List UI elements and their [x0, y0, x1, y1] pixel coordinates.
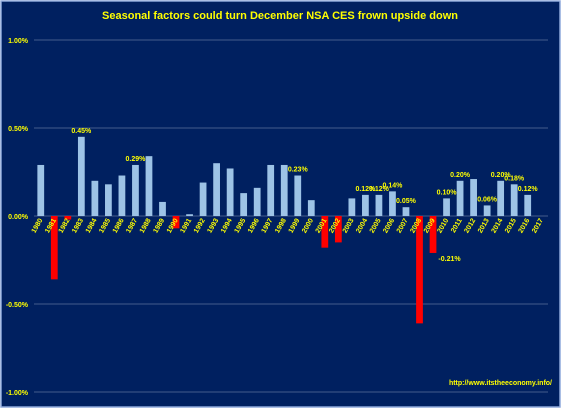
- bar-2000: [307, 200, 315, 216]
- data-label: 0.10%: [437, 189, 458, 196]
- bar-1987: [132, 164, 139, 216]
- bar-1995: [240, 193, 248, 216]
- bar-2001: [321, 216, 329, 248]
- y-tick-label: 0.00%: [8, 214, 29, 221]
- data-label: 0.45%: [71, 128, 92, 135]
- bar-2005: [375, 194, 383, 216]
- chart-title: Seasonal factors could turn December NSA…: [102, 10, 458, 22]
- bar-1993: [213, 163, 220, 216]
- bar-1996: [253, 187, 261, 216]
- bar-2002: [334, 216, 342, 243]
- bar-1984: [91, 180, 99, 216]
- bar-1983: [77, 136, 85, 216]
- y-tick-label: 0.50%: [8, 126, 29, 133]
- y-axis-ticks: 1.00% 0.50% 0.00% -0.50% -1.00%: [6, 38, 29, 397]
- data-label: 0.20%: [450, 172, 471, 179]
- bar-1980: [37, 164, 45, 216]
- source-url: http://www.itstheeconomy.info/: [449, 380, 552, 387]
- bar-1999: [294, 175, 302, 216]
- bar-1988: [145, 156, 153, 216]
- data-label: 0.14%: [383, 182, 404, 189]
- data-label: 0.06%: [477, 196, 498, 203]
- data-label: 0.05%: [396, 198, 417, 205]
- bars: [37, 136, 532, 324]
- bar-2015: [510, 184, 518, 216]
- bar-1998: [280, 164, 288, 216]
- bar-2010: [443, 198, 450, 216]
- bar-1989: [159, 201, 166, 216]
- bar-2007: [402, 207, 410, 216]
- data-label: 0.18%: [504, 175, 525, 182]
- data-label: 0.12%: [369, 186, 390, 193]
- bar-1991: [186, 214, 193, 216]
- bar-2014: [497, 180, 505, 216]
- bar-2003: [348, 198, 356, 216]
- data-label: 0.12%: [518, 186, 539, 193]
- bar-1997: [267, 164, 275, 216]
- bar-2012: [470, 179, 477, 216]
- data-label: 0.12%: [355, 186, 376, 193]
- bar-2013: [483, 205, 491, 216]
- bar-1992: [199, 182, 207, 216]
- y-tick-label: -0.50%: [6, 302, 29, 309]
- bar-2011: [456, 180, 464, 216]
- data-labels: 0.45%0.29%0.23%0.12%0.12%0.14%0.05%-0.21…: [71, 128, 538, 263]
- bar-2004: [362, 194, 369, 216]
- bar-2016: [524, 194, 532, 216]
- bar-1981: [50, 216, 58, 280]
- bar-2009: [429, 216, 437, 253]
- bar-1985: [105, 184, 112, 216]
- y-tick-label: -1.00%: [6, 390, 29, 397]
- data-label: 0.29%: [126, 156, 147, 163]
- bar-1982: [64, 216, 72, 220]
- bar-2006: [389, 191, 396, 216]
- bar-1990: [172, 216, 180, 229]
- bar-2008: [416, 216, 423, 324]
- bar-1994: [226, 168, 234, 216]
- data-label: 0.23%: [288, 167, 309, 174]
- bar-1986: [118, 175, 126, 216]
- data-label: -0.21%: [438, 256, 461, 263]
- y-tick-label: 1.00%: [8, 38, 29, 45]
- data-label: 0.20%: [491, 172, 512, 179]
